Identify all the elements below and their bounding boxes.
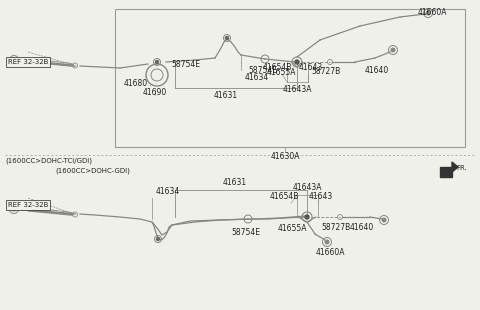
Text: 58727B: 58727B <box>322 223 350 232</box>
Text: 41660A: 41660A <box>417 8 447 17</box>
Text: 58754E: 58754E <box>231 228 261 237</box>
Polygon shape <box>440 167 452 177</box>
Text: FR.: FR. <box>456 165 467 171</box>
Text: 41654B: 41654B <box>262 63 292 72</box>
Text: 41640: 41640 <box>365 66 389 75</box>
Text: 41655A: 41655A <box>277 224 307 233</box>
Polygon shape <box>452 162 458 172</box>
Bar <box>115 9 465 147</box>
Text: 58754E: 58754E <box>249 66 277 75</box>
Text: 41643A: 41643A <box>282 85 312 94</box>
Circle shape <box>305 215 309 219</box>
Text: 58727B: 58727B <box>312 67 341 76</box>
Circle shape <box>295 60 299 64</box>
Text: REF 32-32B: REF 32-32B <box>8 202 48 208</box>
Circle shape <box>426 11 430 15</box>
Text: 41680: 41680 <box>124 79 148 88</box>
Circle shape <box>12 58 16 62</box>
Circle shape <box>156 237 159 241</box>
Text: 41631: 41631 <box>214 91 238 100</box>
Text: 41654B: 41654B <box>269 192 299 201</box>
Text: 41640: 41640 <box>350 223 374 232</box>
Circle shape <box>12 207 16 211</box>
Circle shape <box>226 37 228 39</box>
Text: REF 32-32B: REF 32-32B <box>8 59 48 65</box>
Circle shape <box>325 240 329 244</box>
Text: (1600CC>DOHC-TCi/GDI): (1600CC>DOHC-TCi/GDI) <box>5 158 92 165</box>
Text: 41630A: 41630A <box>270 152 300 161</box>
Text: 41655A: 41655A <box>266 68 296 77</box>
Text: (1600CC>DOHC-GDI): (1600CC>DOHC-GDI) <box>55 167 130 174</box>
Text: 41643: 41643 <box>299 63 323 72</box>
Circle shape <box>156 60 158 64</box>
Text: 41634: 41634 <box>156 187 180 196</box>
Circle shape <box>146 64 168 86</box>
Text: 41660A: 41660A <box>315 248 345 257</box>
Text: 41634: 41634 <box>245 73 269 82</box>
Text: 41643A: 41643A <box>292 183 322 192</box>
Circle shape <box>382 218 386 222</box>
Circle shape <box>391 48 395 52</box>
Text: 41631: 41631 <box>223 178 247 187</box>
Text: 41643: 41643 <box>309 192 333 201</box>
Text: 41690: 41690 <box>143 88 167 97</box>
Text: 58754E: 58754E <box>171 60 200 69</box>
